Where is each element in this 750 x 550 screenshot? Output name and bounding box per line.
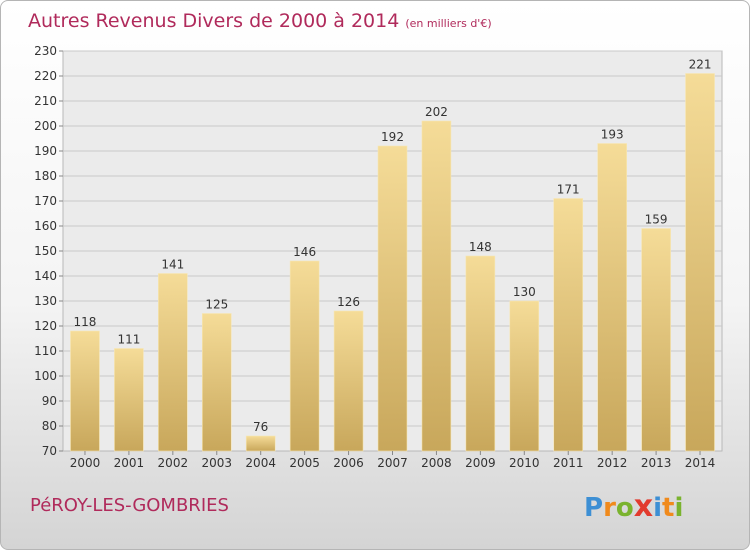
y-tick-label: 80 [42,419,57,433]
data-label-2010: 130 [513,285,536,299]
y-tick-label: 220 [34,69,57,83]
data-label-2003: 125 [205,298,228,312]
bar-2002 [158,273,188,452]
x-tick-label-2011: 2011 [553,456,584,470]
bar-2008 [421,120,452,452]
logo-letter: x [633,489,654,524]
data-label-2005: 146 [293,245,316,259]
y-tick-label: 180 [34,169,57,183]
data-label-2007: 192 [381,130,404,144]
y-tick-label: 70 [42,444,57,458]
x-tick-label-2012: 2012 [597,456,628,470]
bar-2005 [289,260,320,452]
logo-letter: i [674,493,684,523]
y-tick-label: 160 [34,219,57,233]
data-label-2013: 159 [645,213,668,227]
x-tick-label-2013: 2013 [641,456,672,470]
bar-2012 [597,143,627,452]
y-tick-label: 170 [34,194,57,208]
y-tick-label: 140 [34,269,57,283]
data-label-2004: 76 [253,420,268,434]
y-tick-label: 120 [34,319,57,333]
y-tick-label: 110 [34,344,57,358]
bar-2003 [201,313,232,452]
y-tick-label: 210 [34,94,57,108]
x-tick-label-2006: 2006 [333,456,364,470]
x-tick-label-2000: 2000 [70,456,101,470]
logo-letter: P [584,493,604,523]
data-label-2009: 148 [469,240,492,254]
x-tick-label-2008: 2008 [421,456,452,470]
bar-2013 [641,228,671,452]
data-label-2014: 221 [689,58,712,72]
data-label-2008: 202 [425,105,448,119]
proxiti-logo: Proxiti [584,489,683,524]
y-tick-label: 150 [34,244,57,258]
bar-2004 [245,435,276,452]
logo-letter: i [653,493,663,523]
data-label-2002: 141 [161,258,184,272]
y-tick-label: 90 [42,394,57,408]
x-tick-label-2003: 2003 [201,456,232,470]
x-tick-label-2007: 2007 [377,456,408,470]
logo-letter: t [662,493,675,523]
x-tick-label-2014: 2014 [685,456,716,470]
bar-2011 [553,198,584,452]
x-tick-label-2004: 2004 [245,456,276,470]
bar-2014 [685,73,715,452]
title-text: Autres Revenus Divers de 2000 à 2014 [28,10,400,32]
x-tick-label-2010: 2010 [509,456,540,470]
logo-letter: r [603,493,616,523]
bar-2007 [377,145,408,452]
bar-2006 [333,310,364,452]
x-tick-label-2002: 2002 [158,456,189,470]
data-label-2001: 111 [117,333,140,347]
y-tick-label: 190 [34,144,57,158]
data-label-2006: 126 [337,295,360,309]
x-tick-label-2001: 2001 [114,456,145,470]
x-tick-label-2005: 2005 [289,456,320,470]
bar-2009 [465,255,496,452]
y-tick-label: 100 [34,369,57,383]
data-label-2012: 193 [601,128,624,142]
data-label-2000: 118 [74,315,97,329]
data-label-2011: 171 [557,183,580,197]
chart-title: Autres Revenus Divers de 2000 à 2014 (en … [28,10,492,32]
y-tick-label: 200 [34,119,57,133]
bar-2010 [509,300,540,452]
y-tick-label: 230 [34,44,57,58]
commune-name: PéROY-LES-GOMBRIES [30,495,229,516]
bar-2000 [70,330,100,452]
title-unit: (en milliers d'€) [405,17,492,30]
logo-letter: o [615,493,634,523]
bar-2001 [114,348,144,452]
y-tick-label: 130 [34,294,57,308]
x-tick-label-2009: 2009 [465,456,496,470]
